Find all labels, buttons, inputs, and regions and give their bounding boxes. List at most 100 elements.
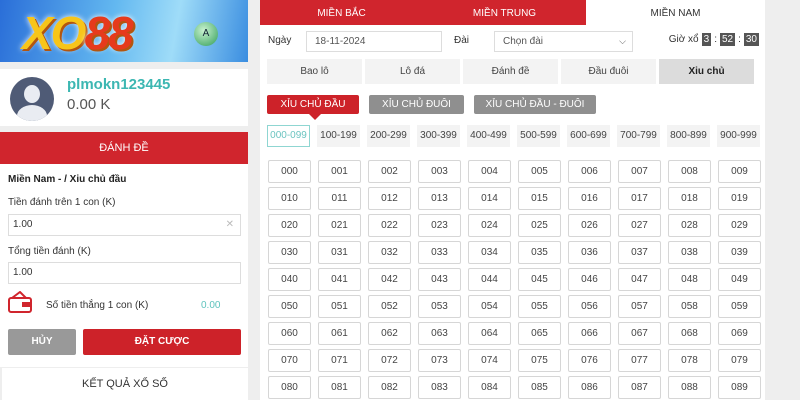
number-cell[interactable]: 048 xyxy=(668,268,711,291)
tab-danh-de[interactable]: Đánh đề xyxy=(463,59,558,84)
stake-input[interactable]: 1.00 ✕ xyxy=(8,214,241,236)
number-cell[interactable]: 021 xyxy=(318,214,361,237)
tab-lo-da[interactable]: Lô đá xyxy=(365,59,460,84)
number-cell[interactable]: 017 xyxy=(618,187,661,210)
number-cell[interactable]: 011 xyxy=(318,187,361,210)
number-cell[interactable]: 008 xyxy=(668,160,711,183)
number-cell[interactable]: 056 xyxy=(568,295,611,318)
number-cell[interactable]: 054 xyxy=(468,295,511,318)
number-cell[interactable]: 077 xyxy=(618,349,661,372)
number-cell[interactable]: 040 xyxy=(268,268,311,291)
date-input[interactable]: 18-11-2024 xyxy=(306,31,442,52)
number-cell[interactable]: 027 xyxy=(618,214,661,237)
number-cell[interactable]: 061 xyxy=(318,322,361,345)
number-cell[interactable]: 089 xyxy=(718,376,761,399)
number-cell[interactable]: 041 xyxy=(318,268,361,291)
number-cell[interactable]: 080 xyxy=(268,376,311,399)
brand-banner[interactable]: XO88 A xyxy=(0,0,248,62)
number-cell[interactable]: 042 xyxy=(368,268,411,291)
range-button[interactable]: 800-899 xyxy=(667,125,710,147)
tab-xiu-chu-duoi[interactable]: XỈU CHỦ ĐUÔI xyxy=(369,95,464,114)
number-cell[interactable]: 066 xyxy=(568,322,611,345)
number-cell[interactable]: 053 xyxy=(418,295,461,318)
tab-mien-bac[interactable]: MIỀN BẮC xyxy=(260,0,423,25)
number-cell[interactable]: 088 xyxy=(668,376,711,399)
number-cell[interactable]: 044 xyxy=(468,268,511,291)
tab-mien-nam[interactable]: MIỀN NAM xyxy=(586,0,765,25)
number-cell[interactable]: 015 xyxy=(518,187,561,210)
number-cell[interactable]: 081 xyxy=(318,376,361,399)
number-cell[interactable]: 049 xyxy=(718,268,761,291)
number-cell[interactable]: 026 xyxy=(568,214,611,237)
number-cell[interactable]: 000 xyxy=(268,160,311,183)
number-cell[interactable]: 009 xyxy=(718,160,761,183)
number-cell[interactable]: 082 xyxy=(368,376,411,399)
number-cell[interactable]: 007 xyxy=(618,160,661,183)
number-cell[interactable]: 051 xyxy=(318,295,361,318)
number-cell[interactable]: 019 xyxy=(718,187,761,210)
number-cell[interactable]: 022 xyxy=(368,214,411,237)
number-cell[interactable]: 013 xyxy=(418,187,461,210)
number-cell[interactable]: 045 xyxy=(518,268,561,291)
number-cell[interactable]: 075 xyxy=(518,349,561,372)
number-cell[interactable]: 002 xyxy=(368,160,411,183)
number-cell[interactable]: 076 xyxy=(568,349,611,372)
number-cell[interactable]: 038 xyxy=(668,241,711,264)
number-cell[interactable]: 072 xyxy=(368,349,411,372)
number-cell[interactable]: 006 xyxy=(568,160,611,183)
number-cell[interactable]: 018 xyxy=(668,187,711,210)
number-cell[interactable]: 033 xyxy=(418,241,461,264)
number-cell[interactable]: 024 xyxy=(468,214,511,237)
clear-icon[interactable]: ✕ xyxy=(225,219,234,230)
number-cell[interactable]: 068 xyxy=(668,322,711,345)
number-cell[interactable]: 055 xyxy=(518,295,561,318)
number-cell[interactable]: 073 xyxy=(418,349,461,372)
range-button[interactable]: 700-799 xyxy=(617,125,660,147)
number-cell[interactable]: 067 xyxy=(618,322,661,345)
tab-xiu-chu-dau[interactable]: XỈU CHỦ ĐẦU xyxy=(267,95,359,120)
number-cell[interactable]: 016 xyxy=(568,187,611,210)
total-input[interactable]: 1.00 xyxy=(8,262,241,284)
tab-mien-trung[interactable]: MIỀN TRUNG xyxy=(423,0,586,25)
number-cell[interactable]: 078 xyxy=(668,349,711,372)
number-cell[interactable]: 058 xyxy=(668,295,711,318)
number-cell[interactable]: 034 xyxy=(468,241,511,264)
tab-xiu-chu[interactable]: Xiu chủ xyxy=(659,59,754,84)
number-cell[interactable]: 087 xyxy=(618,376,661,399)
number-cell[interactable]: 032 xyxy=(368,241,411,264)
number-cell[interactable]: 047 xyxy=(618,268,661,291)
number-cell[interactable]: 028 xyxy=(668,214,711,237)
range-button[interactable]: 200-299 xyxy=(367,125,410,147)
number-cell[interactable]: 079 xyxy=(718,349,761,372)
range-button[interactable]: 600-699 xyxy=(567,125,610,147)
number-cell[interactable]: 004 xyxy=(468,160,511,183)
number-cell[interactable]: 052 xyxy=(368,295,411,318)
number-cell[interactable]: 069 xyxy=(718,322,761,345)
results-title[interactable]: KẾT QUẢ XỔ SỐ xyxy=(2,368,248,400)
cancel-button[interactable]: HỦY xyxy=(8,329,76,355)
range-button[interactable]: 300-399 xyxy=(417,125,460,147)
number-cell[interactable]: 057 xyxy=(618,295,661,318)
number-cell[interactable]: 005 xyxy=(518,160,561,183)
number-cell[interactable]: 037 xyxy=(618,241,661,264)
number-cell[interactable]: 010 xyxy=(268,187,311,210)
number-cell[interactable]: 001 xyxy=(318,160,361,183)
range-button[interactable]: 100-199 xyxy=(317,125,360,147)
number-cell[interactable]: 062 xyxy=(368,322,411,345)
tab-dau-duoi[interactable]: Đầu đuôi xyxy=(561,59,656,84)
number-cell[interactable]: 043 xyxy=(418,268,461,291)
place-bet-button[interactable]: ĐẶT CƯỢC xyxy=(83,329,241,355)
number-cell[interactable]: 012 xyxy=(368,187,411,210)
number-cell[interactable]: 046 xyxy=(568,268,611,291)
tab-bao-lo[interactable]: Bao lô xyxy=(267,59,362,84)
range-button[interactable]: 900-999 xyxy=(717,125,760,147)
number-cell[interactable]: 085 xyxy=(518,376,561,399)
number-cell[interactable]: 014 xyxy=(468,187,511,210)
number-cell[interactable]: 023 xyxy=(418,214,461,237)
number-cell[interactable]: 074 xyxy=(468,349,511,372)
range-button[interactable]: 400-499 xyxy=(467,125,510,147)
range-button[interactable]: 500-599 xyxy=(517,125,560,147)
number-cell[interactable]: 060 xyxy=(268,322,311,345)
number-cell[interactable]: 084 xyxy=(468,376,511,399)
number-cell[interactable]: 065 xyxy=(518,322,561,345)
